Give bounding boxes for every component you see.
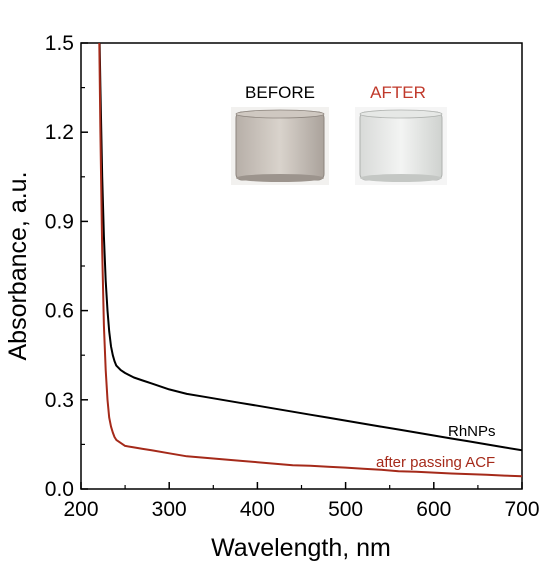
y-tick-label: 1.5 [45,32,74,55]
series-layer [98,43,522,478]
series-line-after-acf [98,43,522,478]
inset-before-label: BEFORE [245,83,315,102]
x-axis-title: Wavelength, nm [211,534,391,562]
y-tick-label: 0.9 [45,210,74,233]
series-label-rhnps: RhNPs [448,423,496,440]
y-tick-label: 1.2 [45,121,74,144]
x-tick-label: 400 [240,498,275,521]
inset-after-label: AFTER [370,83,426,102]
vial-before-photo [231,107,329,185]
x-tick-label: 200 [63,498,98,521]
series-label-after-acf: after passing ACF [376,454,495,471]
vial-after-photo [355,107,447,185]
y-tick-label: 0.0 [45,478,74,501]
y-tick-label: 0.3 [45,389,74,412]
series-line-rhnps [98,43,522,452]
x-tick-label: 500 [328,498,363,521]
y-tick-label: 0.6 [45,300,74,323]
x-tick-label: 700 [504,498,539,521]
y-axis-title: Absorbance, a.u. [4,171,32,360]
inset-photos: BEFORE AFTER [231,83,447,185]
x-axis-ticks: 200 300 400 500 600 700 [63,482,540,521]
x-tick-label: 300 [152,498,187,521]
y-axis-ticks: 0.0 0.3 0.6 0.9 1.2 1.5 [45,32,88,501]
x-tick-label: 600 [416,498,451,521]
